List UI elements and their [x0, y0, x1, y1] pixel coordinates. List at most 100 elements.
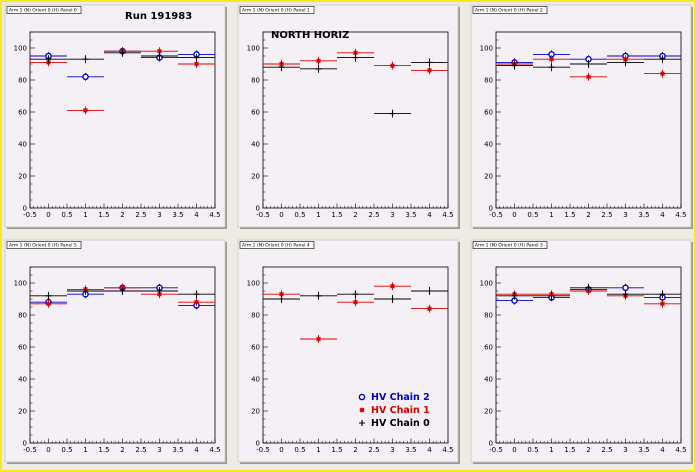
y-tick-label: 80 [484, 77, 493, 85]
pad-title: Arm 1 (N) Orient 0 (H) Panel 1 [242, 8, 310, 14]
data-point [548, 64, 555, 71]
x-tick-label: 2.5 [368, 446, 379, 454]
x-tick-label: 2.5 [368, 211, 379, 219]
plot-annotation: Run 191983 [125, 11, 192, 22]
x-tick-label: -0.5 [23, 211, 37, 219]
x-tick-label: 4 [660, 446, 665, 454]
pad-background [237, 239, 459, 463]
data-point [316, 58, 321, 64]
data-point [426, 288, 433, 294]
y-tick-label: 40 [484, 376, 493, 384]
y-tick-label: 80 [251, 77, 260, 85]
x-tick-label: 2 [120, 211, 124, 219]
series-hv-chain-0 [263, 53, 448, 118]
legend-entry: HV Chain 1 [371, 405, 430, 416]
data-point [45, 56, 52, 63]
data-point [352, 291, 359, 298]
pad-background [470, 4, 692, 228]
x-tick-label: 0 [46, 211, 50, 219]
x-tick-label: 0.5 [61, 446, 72, 454]
x-tick-label: 0 [46, 446, 50, 454]
y-tick-label: 80 [484, 312, 493, 320]
data-point [315, 65, 322, 72]
x-tick-label: 0.5 [294, 446, 305, 454]
data-point [156, 288, 163, 294]
y-tick-label: 80 [18, 312, 27, 320]
data-point [660, 301, 665, 307]
series-hv-chain-0 [30, 287, 215, 300]
data-point [278, 64, 285, 71]
x-tick-label: -0.5 [489, 211, 503, 219]
x-tick-label: 1.5 [98, 211, 109, 219]
x-tick-label: 3.5 [638, 211, 649, 219]
data-point [427, 68, 432, 73]
data-point [659, 56, 666, 63]
x-tick-label: 2.5 [601, 211, 612, 219]
pad-title: Arm 1 (N) Orient 0 (H) Panel 0 [9, 8, 77, 14]
y-tick-label: 100 [480, 45, 493, 53]
x-tick-label: 0.5 [294, 211, 305, 219]
pad-title-box [239, 241, 315, 249]
pad-title-box [239, 6, 315, 14]
y-tick-label: 20 [484, 408, 493, 416]
data-point [549, 56, 554, 62]
data-point [279, 291, 284, 297]
x-tick-label: 1 [316, 446, 320, 454]
data-point [82, 73, 89, 81]
x-tick-label: 4 [194, 446, 199, 454]
plot-annotation: NORTH HORIZ [271, 30, 349, 41]
y-tick-label: 0 [23, 205, 27, 213]
y-tick-label: 80 [251, 312, 260, 320]
chart-panel-1: Arm 1 (N) Orient 0 (H) Panel 1-0.5 0 0.5 1 1… [237, 4, 460, 229]
y-tick-label: 0 [489, 205, 493, 213]
x-tick-label: 3.5 [172, 211, 183, 219]
data-point [193, 291, 200, 298]
chart-panel-4: Arm 1 (N) Orient 0 (H) Panel 4-0.5 0 0.5 1 1… [237, 239, 460, 464]
x-tick-label: 2.5 [135, 446, 146, 454]
data-point [156, 53, 163, 59]
data-point [548, 292, 555, 299]
y-tick-label: 60 [484, 344, 493, 352]
x-tick-label: 4 [427, 446, 432, 454]
x-tick-label: 3 [390, 211, 394, 219]
y-tick-label: 20 [484, 173, 493, 181]
y-tick-label: 0 [23, 440, 27, 448]
data-point [46, 301, 51, 307]
x-tick-label: 4 [660, 211, 665, 219]
pad-title: Arm 1 (N) Orient 0 (H) Panel 2 [475, 8, 543, 14]
x-tick-label: 1.5 [98, 446, 109, 454]
x-tick-label: 3.5 [638, 446, 649, 454]
data-point [352, 54, 359, 61]
y-tick-label: 20 [18, 408, 27, 416]
y-tick-label: 40 [18, 141, 27, 149]
chart-panel-0: Arm 1 (N) Orient 0 (H) Panel 0-0.5 0 0.5 1 1… [4, 4, 227, 229]
pad-title: Arm 1 (N) Orient 0 (H) Panel 3 [475, 243, 543, 249]
y-tick-label: 100 [14, 280, 27, 288]
data-point [389, 296, 396, 302]
pad-background [470, 239, 692, 463]
x-tick-label: -0.5 [256, 446, 270, 454]
series-hv-chain-0 [496, 55, 681, 72]
y-tick-label: 60 [251, 109, 260, 117]
x-tick-label: 4 [427, 211, 432, 219]
x-tick-label: 0.5 [527, 446, 538, 454]
x-tick-label: 3.5 [405, 446, 416, 454]
x-tick-label: 4.5 [675, 446, 686, 454]
legend-entry: HV Chain 2 [371, 392, 430, 403]
data-point [586, 74, 591, 80]
data-point [157, 48, 162, 54]
y-tick-label: 40 [484, 141, 493, 149]
data-point [315, 292, 322, 299]
data-point [119, 288, 126, 294]
y-tick-label: 20 [18, 173, 27, 181]
y-tick-label: 60 [251, 344, 260, 352]
data-point [511, 292, 518, 299]
series-hv-chain-0 [30, 48, 215, 64]
chart-panel-2: Arm 1 (N) Orient 0 (H) Panel 2-0.5 0 0.5 1 1… [470, 4, 693, 229]
pad-background [237, 4, 459, 228]
pad-title: Arm 1 (N) Orient 0 (H) Panel 5 [9, 243, 77, 249]
x-tick-label: 2 [353, 446, 357, 454]
y-tick-label: 60 [484, 109, 493, 117]
y-tick-label: 100 [14, 45, 27, 53]
x-tick-label: 4.5 [442, 211, 453, 219]
